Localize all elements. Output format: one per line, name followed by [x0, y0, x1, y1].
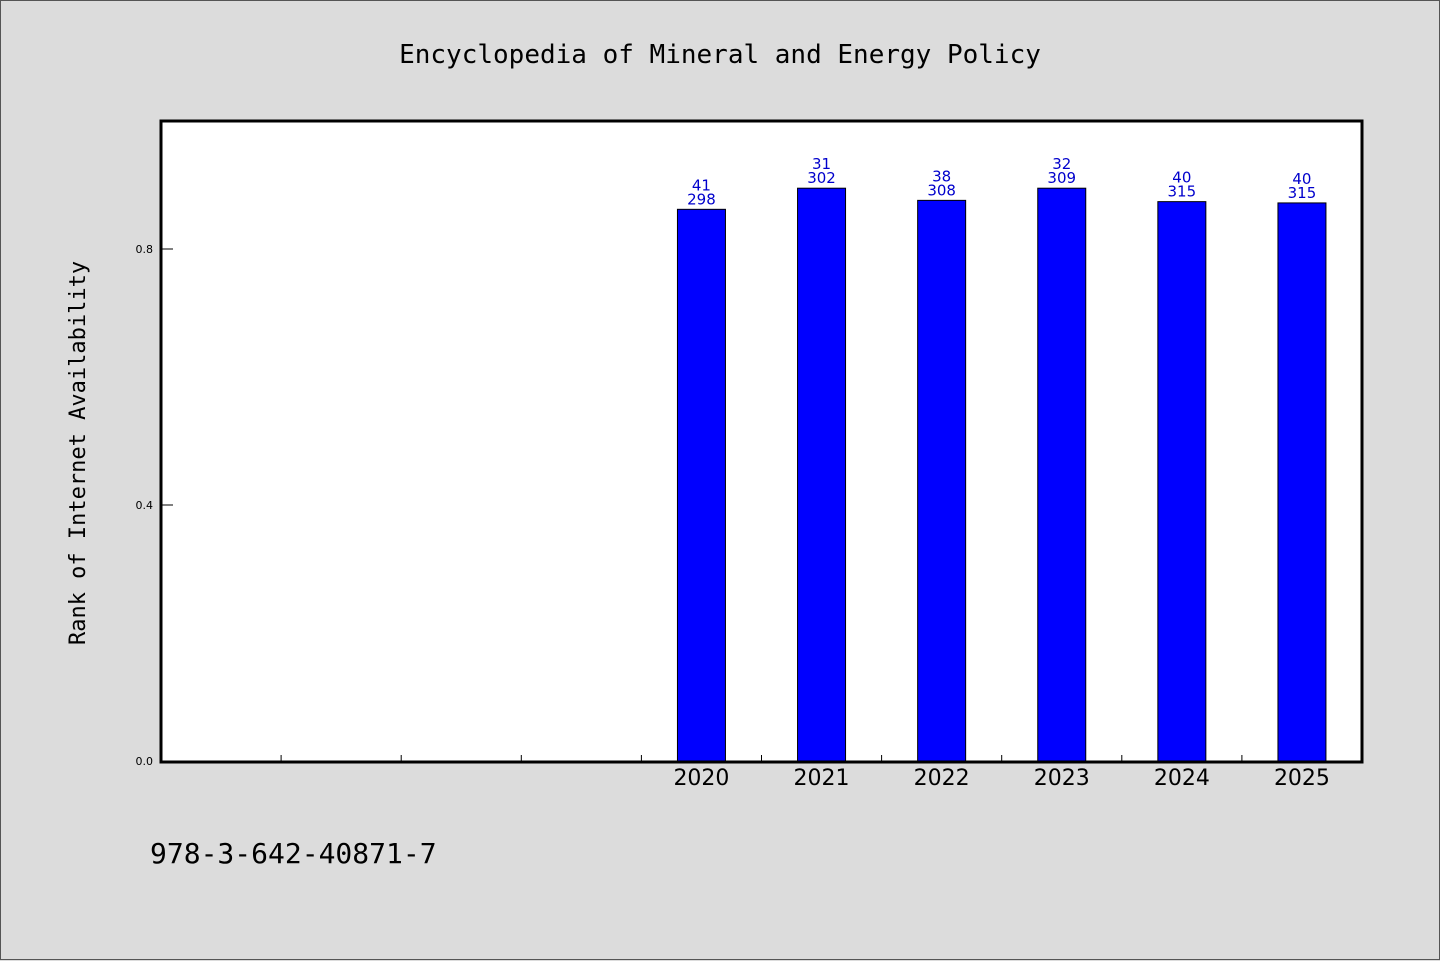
- bar-label-top: 41: [692, 176, 711, 194]
- y-tick-label: 0.4: [136, 499, 154, 512]
- bar-label-bottom: 309: [1047, 169, 1076, 187]
- bar-2022: [917, 199, 967, 762]
- x-tick-label: 2023: [1034, 766, 1090, 791]
- y-tick-label: 0.0: [136, 755, 154, 768]
- bar-label-top: 32: [1052, 155, 1071, 173]
- bar-label-top: 40: [1292, 170, 1311, 188]
- x-tick-label: 2024: [1154, 766, 1210, 791]
- bar-label-bottom: 308: [927, 181, 956, 199]
- bar-label-bottom: 298: [687, 190, 716, 208]
- x-tick-label: 2021: [794, 766, 850, 791]
- isbn-footer: 978-3-642-40871-7: [150, 837, 437, 870]
- bar-2024: [1157, 201, 1207, 762]
- x-tick-label: 2022: [914, 766, 970, 791]
- y-axis-label: Rank of Internet Availability: [66, 261, 91, 645]
- x-tick-label: 2025: [1274, 766, 1330, 791]
- x-axis-ticks: 2020 2021 2022 2023 2024 2025: [280, 755, 1330, 791]
- bar-2023: [1037, 187, 1087, 762]
- bar-2020: [676, 208, 726, 762]
- bar-label-bottom: 315: [1288, 184, 1317, 202]
- bar-label-top: 40: [1172, 169, 1191, 187]
- bars-group: [676, 187, 1327, 762]
- y-axis-ticks: 0.0 0.4 0.8: [136, 243, 173, 768]
- bar-label-top: 38: [932, 167, 951, 185]
- bar-label-bottom: 302: [807, 169, 836, 187]
- bar-label-top: 31: [812, 155, 831, 173]
- x-tick-label: 2020: [673, 766, 729, 791]
- bar-label-bottom: 315: [1168, 183, 1197, 201]
- bar-2021: [797, 187, 847, 762]
- bar-2025: [1277, 202, 1327, 762]
- chart-title: Encyclopedia of Mineral and Energy Polic…: [399, 40, 1041, 70]
- y-tick-label: 0.8: [136, 243, 154, 256]
